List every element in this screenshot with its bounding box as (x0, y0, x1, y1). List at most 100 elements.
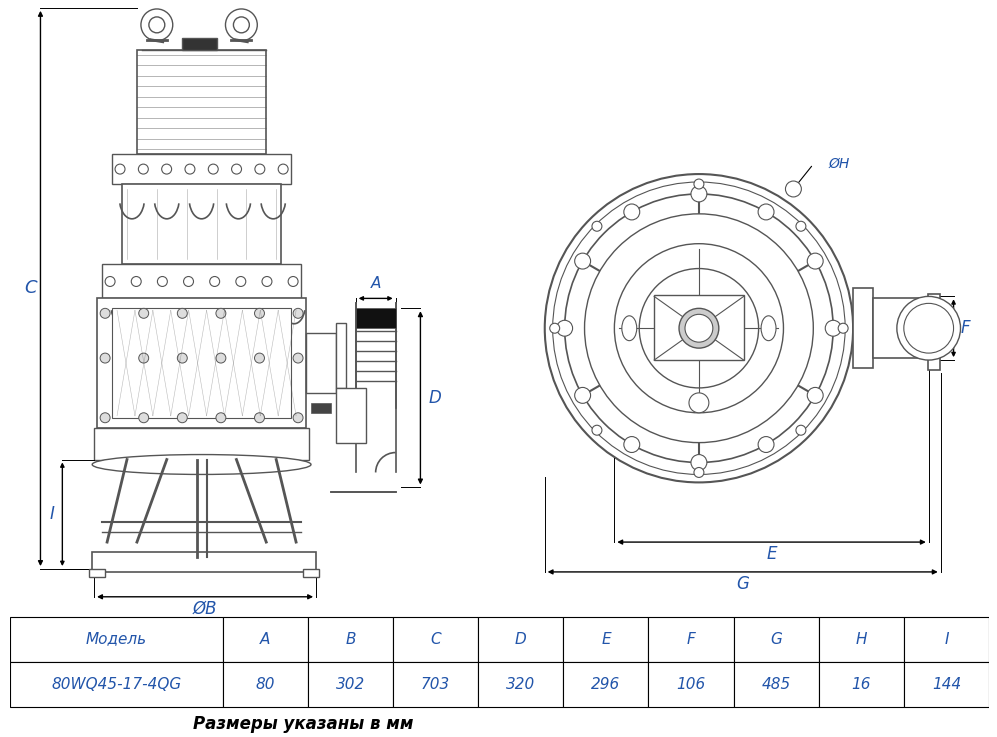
Circle shape (808, 388, 824, 403)
Circle shape (216, 413, 226, 423)
Text: ØH: ØH (829, 157, 849, 171)
Circle shape (574, 388, 590, 403)
Bar (654, 296, 744, 360)
Bar (89, 569, 105, 577)
Circle shape (185, 164, 195, 174)
FancyBboxPatch shape (819, 662, 904, 707)
Circle shape (544, 174, 853, 483)
Text: G: G (771, 632, 782, 646)
Circle shape (624, 436, 640, 453)
Circle shape (691, 455, 707, 470)
Circle shape (278, 164, 288, 174)
Circle shape (149, 17, 165, 33)
FancyBboxPatch shape (393, 617, 479, 662)
Circle shape (288, 276, 298, 287)
Circle shape (231, 164, 241, 174)
Circle shape (592, 221, 602, 231)
Circle shape (162, 164, 171, 174)
Circle shape (549, 324, 559, 333)
FancyBboxPatch shape (10, 662, 222, 707)
Text: 80: 80 (255, 677, 275, 691)
Ellipse shape (92, 455, 311, 475)
Text: C: C (24, 279, 37, 298)
Circle shape (262, 276, 272, 287)
Circle shape (691, 186, 707, 202)
Circle shape (209, 276, 219, 287)
Circle shape (758, 204, 774, 220)
FancyBboxPatch shape (10, 617, 222, 662)
Circle shape (100, 308, 110, 318)
Circle shape (694, 467, 704, 478)
Circle shape (685, 314, 713, 342)
FancyBboxPatch shape (308, 617, 393, 662)
Circle shape (177, 413, 187, 423)
FancyBboxPatch shape (734, 617, 819, 662)
Circle shape (796, 425, 806, 435)
Ellipse shape (622, 315, 637, 340)
Circle shape (141, 9, 172, 41)
Bar (853, 288, 873, 368)
Text: E: E (767, 545, 777, 563)
Text: G: G (736, 575, 749, 593)
Text: ØB: ØB (192, 600, 217, 618)
Circle shape (254, 308, 264, 318)
Text: D: D (429, 389, 442, 407)
FancyBboxPatch shape (563, 662, 648, 707)
Text: Модель: Модель (86, 632, 147, 646)
FancyBboxPatch shape (734, 662, 819, 707)
Text: 106: 106 (676, 677, 706, 691)
Circle shape (216, 308, 226, 318)
Circle shape (225, 9, 257, 41)
Circle shape (796, 221, 806, 231)
Text: C: C (431, 632, 441, 646)
Bar (311, 403, 331, 413)
Circle shape (254, 413, 264, 423)
Circle shape (255, 164, 265, 174)
Circle shape (183, 276, 193, 287)
FancyBboxPatch shape (904, 617, 989, 662)
Bar (92, 552, 316, 572)
Bar (303, 569, 319, 577)
Circle shape (177, 308, 187, 318)
Circle shape (786, 181, 802, 197)
Bar (336, 388, 366, 443)
FancyBboxPatch shape (479, 617, 563, 662)
Circle shape (158, 276, 167, 287)
FancyBboxPatch shape (393, 662, 479, 707)
Circle shape (100, 353, 110, 363)
Circle shape (584, 214, 814, 443)
Ellipse shape (761, 315, 776, 340)
Bar (112, 308, 291, 418)
Circle shape (679, 308, 719, 348)
Text: 144: 144 (932, 677, 961, 691)
Bar (97, 298, 306, 427)
Circle shape (254, 353, 264, 363)
Circle shape (293, 308, 303, 318)
Bar (927, 294, 939, 370)
Text: 296: 296 (591, 677, 620, 691)
Circle shape (808, 253, 824, 269)
Circle shape (233, 17, 249, 33)
Circle shape (177, 353, 187, 363)
Text: 302: 302 (336, 677, 365, 691)
Text: 485: 485 (762, 677, 791, 691)
Circle shape (639, 268, 759, 388)
Circle shape (758, 436, 774, 453)
Circle shape (624, 204, 640, 220)
Bar (102, 264, 301, 298)
Bar (336, 324, 346, 388)
Circle shape (139, 353, 149, 363)
Bar (356, 308, 396, 328)
Circle shape (293, 413, 303, 423)
FancyBboxPatch shape (904, 662, 989, 707)
Circle shape (614, 244, 784, 413)
Bar (873, 298, 927, 358)
Circle shape (115, 164, 125, 174)
Circle shape (694, 179, 704, 189)
Circle shape (897, 296, 960, 360)
Circle shape (139, 164, 149, 174)
Circle shape (592, 425, 602, 435)
Circle shape (552, 182, 845, 475)
Circle shape (236, 276, 246, 287)
Circle shape (826, 321, 841, 336)
